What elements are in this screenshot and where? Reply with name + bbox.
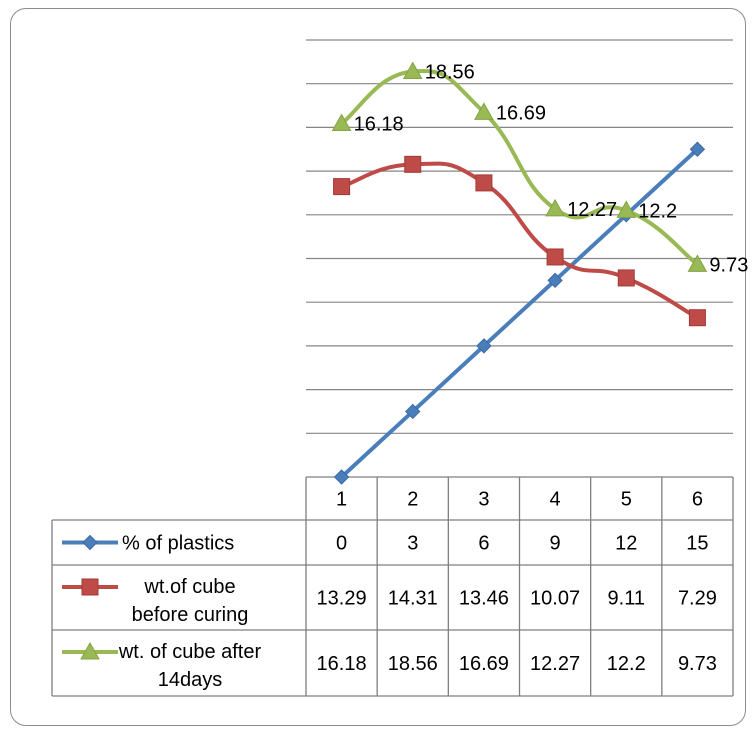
data-point (617, 269, 635, 287)
legend-label: before curing (132, 604, 249, 626)
data-point (687, 254, 708, 272)
table-cell: 16.18 (317, 653, 367, 675)
data-point (81, 578, 99, 596)
data-point (476, 338, 492, 354)
data-point (474, 102, 494, 120)
table-cell: 12 (615, 533, 637, 555)
gridlines (306, 39, 733, 434)
data-point (82, 534, 98, 551)
series-line (339, 147, 700, 479)
series-2 (333, 155, 706, 327)
table-cell: 10.07 (530, 588, 580, 610)
table-cell: 16.69 (459, 653, 509, 675)
data-point (475, 174, 493, 192)
series-3: 16.18 18.56 16.69 12.27 12.2 9.73 (331, 61, 748, 276)
legend-label: % of plastics (122, 533, 234, 555)
legend-item: wt.of cube before curing (62, 576, 248, 626)
legend-item: wt. of cube after 14days (62, 641, 261, 691)
data-point (333, 178, 351, 196)
data-point (546, 248, 564, 266)
data-point (331, 113, 352, 131)
data-point (405, 403, 421, 420)
legend-label: 14days (158, 669, 223, 691)
table-cell: 0 (336, 533, 347, 555)
table-cell: 12.2 (607, 653, 646, 675)
category-label: 3 (478, 489, 489, 511)
legend-label: wt. of cube after (118, 641, 262, 663)
table-cell: 12.27 (530, 653, 580, 675)
series-line (339, 161, 700, 320)
table-cell: 9 (550, 533, 561, 555)
table-cell: 14.31 (388, 588, 438, 610)
data-label: 9.73 (709, 254, 748, 276)
data-point (80, 641, 100, 660)
data-point (616, 200, 637, 218)
table-cell: 3 (407, 533, 418, 555)
data-label: 18.56 (425, 61, 475, 83)
data-point (689, 141, 706, 157)
data-point (547, 272, 563, 289)
legend-label: wt.of cube (143, 576, 235, 598)
table-cell: 18.56 (388, 653, 438, 675)
category-label: 2 (407, 489, 418, 511)
table-cell: 13.46 (459, 588, 509, 610)
table-cell: 7.29 (678, 588, 717, 610)
data-point (402, 61, 423, 79)
data-label: 16.69 (496, 102, 546, 124)
data-label: 12.2 (638, 200, 677, 222)
category-label: 5 (621, 489, 632, 511)
table-cell: 6 (478, 533, 489, 555)
data-point (333, 469, 350, 485)
category-label: 4 (550, 489, 561, 511)
data-point (688, 309, 706, 327)
table-cell: 9.73 (678, 653, 717, 675)
table-cell: 15 (686, 533, 708, 555)
legend-item: % of plastics (62, 533, 234, 555)
category-label: 1 (336, 489, 347, 511)
chart-frame (10, 8, 746, 726)
table-cell: 9.11 (608, 588, 645, 610)
data-label: 12.27 (567, 199, 617, 221)
category-label: 6 (692, 489, 703, 511)
data-point (404, 155, 422, 173)
table-cell: 13.29 (317, 588, 367, 610)
data-label: 16.18 (354, 113, 404, 135)
data-point (545, 198, 565, 217)
